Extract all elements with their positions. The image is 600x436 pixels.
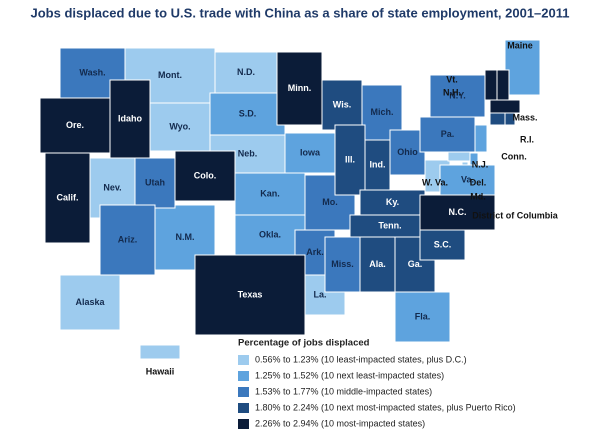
state-shape <box>489 112 506 126</box>
legend-swatch <box>238 403 249 413</box>
state-shape <box>109 79 151 159</box>
state-label: Texas <box>238 289 263 299</box>
state-label: Ohio <box>397 147 418 157</box>
state-label: Calif. <box>56 192 78 202</box>
state-label: La. <box>313 289 326 299</box>
state-label: Ala. <box>369 259 386 269</box>
state-shape <box>364 139 391 191</box>
legend: 0.56% to 1.23% (10 least-impacted states… <box>238 354 516 429</box>
state-shape <box>359 236 396 293</box>
state-label: W. Va. <box>422 177 448 187</box>
legend-label: 1.80% to 2.24% (10 next most-impacted st… <box>255 402 516 412</box>
state-shape <box>469 152 479 166</box>
state-label: S.D. <box>239 108 257 118</box>
state-label: R.I. <box>520 134 534 144</box>
state-label: District of Columbia <box>472 210 558 220</box>
state-label: Ariz. <box>118 234 138 244</box>
state-label: Ore. <box>66 120 84 130</box>
legend-swatch <box>238 371 249 381</box>
legend-label: 1.25% to 1.52% (10 next least-impacted s… <box>255 370 444 380</box>
state-label: N.C. <box>449 207 467 217</box>
state-label: Colo. <box>194 170 217 180</box>
state-shape <box>276 51 323 126</box>
state-shape <box>474 124 488 153</box>
state-label: Okla. <box>259 229 281 239</box>
state-label: N.Y. <box>449 90 466 100</box>
state-shape <box>489 99 521 114</box>
state-shape <box>44 152 91 244</box>
legend-label: 0.56% to 1.23% (10 least-impacted states… <box>255 354 467 364</box>
state-shape <box>174 150 236 202</box>
legend-title: Percentage of jobs displaced <box>238 338 370 349</box>
state-label: Ark. <box>306 247 324 257</box>
state-label: S.C. <box>434 239 452 249</box>
state-shape <box>194 254 306 336</box>
states <box>39 39 541 360</box>
state-shape <box>496 69 510 101</box>
legend-swatch <box>238 355 249 365</box>
state-shape <box>139 344 181 360</box>
state-label: Hawaii <box>146 366 175 376</box>
state-shape <box>324 236 361 293</box>
state-label: Va. <box>461 174 474 184</box>
state-label: Miss. <box>331 259 354 269</box>
state-label: Iowa <box>300 147 321 157</box>
state-label: N.D. <box>237 67 255 77</box>
state-label: Conn. <box>501 151 527 161</box>
state-shape <box>484 69 498 101</box>
state-shape <box>284 132 336 174</box>
state-shape <box>394 291 451 343</box>
state-label: Neb. <box>238 148 258 158</box>
state-shape <box>99 204 156 276</box>
state-shape <box>419 194 496 231</box>
state-label: Maine <box>507 40 533 50</box>
state-label: N.J. <box>472 159 489 169</box>
state-shape <box>504 39 541 96</box>
state-label: Alaska <box>75 297 105 307</box>
state-shape <box>419 116 476 153</box>
state-label: Idaho <box>118 113 143 123</box>
state-label: Utah <box>145 177 165 187</box>
state-label: Minn. <box>288 83 312 93</box>
state-shape <box>214 51 278 94</box>
state-label: Vt. <box>446 74 458 84</box>
state-label: Wyo. <box>169 121 190 131</box>
state-label: Mont. <box>158 70 182 80</box>
title: Jobs displaced due to U.S. trade with Ch… <box>31 5 570 20</box>
state-label: Mich. <box>370 107 393 117</box>
state-label: Ind. <box>370 159 386 169</box>
state-label: Ky. <box>386 197 399 207</box>
state-shape <box>389 129 426 176</box>
state-label: Del. <box>470 177 487 187</box>
state-label: Ga. <box>408 259 423 269</box>
state-labels: Mont. N.D. Wyo. Neb. Nev. Alaska Hawaii La. W. V… <box>56 40 558 376</box>
state-label: Wash. <box>79 67 105 77</box>
state-label: Tenn. <box>378 220 401 230</box>
state-label: N.H. <box>443 87 461 97</box>
state-label: Nev. <box>103 182 121 192</box>
state-label: N.M. <box>176 232 195 242</box>
state-shape <box>149 102 211 152</box>
state-label: Fla. <box>415 311 431 321</box>
state-label: Wis. <box>333 99 351 109</box>
state-shape <box>234 172 306 216</box>
legend-label: 1.53% to 1.77% (10 middle-impacted state… <box>255 386 432 396</box>
state-label: Pa. <box>441 129 455 139</box>
legend-label: 2.26% to 2.94% (10 most-impacted states) <box>255 418 425 428</box>
state-label: Md. <box>470 191 486 201</box>
legend-swatch <box>238 419 249 429</box>
state-label: Mass. <box>512 112 537 122</box>
state-label: Kan. <box>260 188 280 198</box>
legend-swatch <box>238 387 249 397</box>
state-shape <box>209 92 286 136</box>
state-shape <box>439 164 496 196</box>
state-shape <box>59 274 121 331</box>
state-label: Mo. <box>322 197 338 207</box>
state-label: Ill. <box>345 154 355 164</box>
